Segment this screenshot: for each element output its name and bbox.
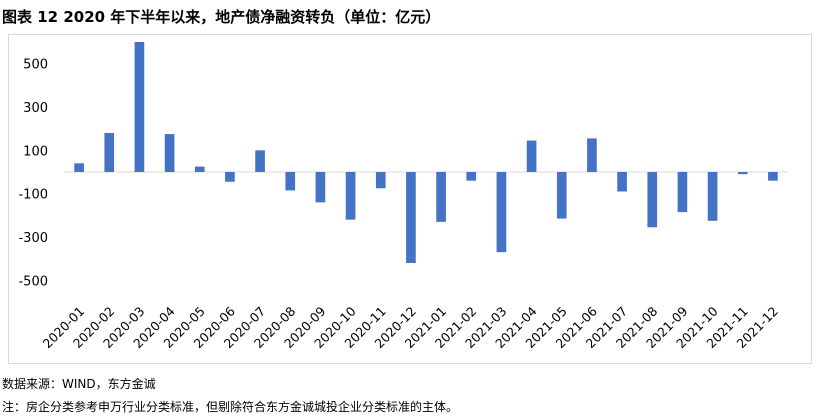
footnote: 注：房企分类参考申万行业分类标准，但剔除符合东方金诚城投企业分类标准的主体。: [2, 400, 459, 414]
bar-2020-07: [255, 150, 265, 172]
bar-2021-05: [556, 172, 567, 219]
y-tick-label: -300: [18, 231, 48, 246]
bar-2020-02: [104, 133, 115, 172]
bar-2020-08: [285, 172, 296, 191]
y-tick-label: -500: [18, 274, 48, 289]
bar-2021-08: [647, 172, 658, 228]
bar-2021-09: [677, 172, 688, 213]
bar-2021-06: [587, 138, 597, 172]
x-axis-ticks: 2020-012020-022020-032020-042020-052020-…: [40, 303, 781, 351]
bar-2020-09: [315, 172, 326, 203]
bar-2021-11: [737, 172, 748, 175]
bar-2021-02: [466, 172, 477, 181]
bar-2021-04: [526, 140, 537, 172]
bar-2020-04: [164, 134, 175, 172]
bar-2021-03: [496, 172, 507, 253]
bar-2020-03: [134, 42, 145, 172]
y-tick-label: 300: [23, 101, 48, 116]
bar-2021-12: [768, 172, 778, 181]
chart-frame: [8, 34, 812, 364]
bar-2021-01: [436, 172, 446, 222]
bar-2020-01: [74, 163, 84, 172]
bars: [74, 42, 778, 263]
bar-2020-10: [345, 172, 356, 220]
bar-2020-06: [225, 172, 235, 182]
y-axis-ticks: -500 -300 -100 100 300 500: [18, 58, 48, 290]
y-tick-label: 500: [23, 58, 48, 73]
source-note: 数据来源：WIND，东方金诚: [2, 377, 156, 391]
bar-2020-05: [194, 166, 205, 172]
bar-2020-12: [406, 172, 416, 263]
figure-title: 图表 12 2020 年下半年以来，地产债净融资转负（单位：亿元）: [2, 8, 441, 26]
y-tick-label: 100: [23, 144, 48, 159]
y-tick-label: -100: [18, 188, 48, 203]
bar-2021-07: [617, 172, 627, 192]
bar-2021-10: [707, 172, 718, 221]
bar-2020-11: [375, 172, 386, 189]
